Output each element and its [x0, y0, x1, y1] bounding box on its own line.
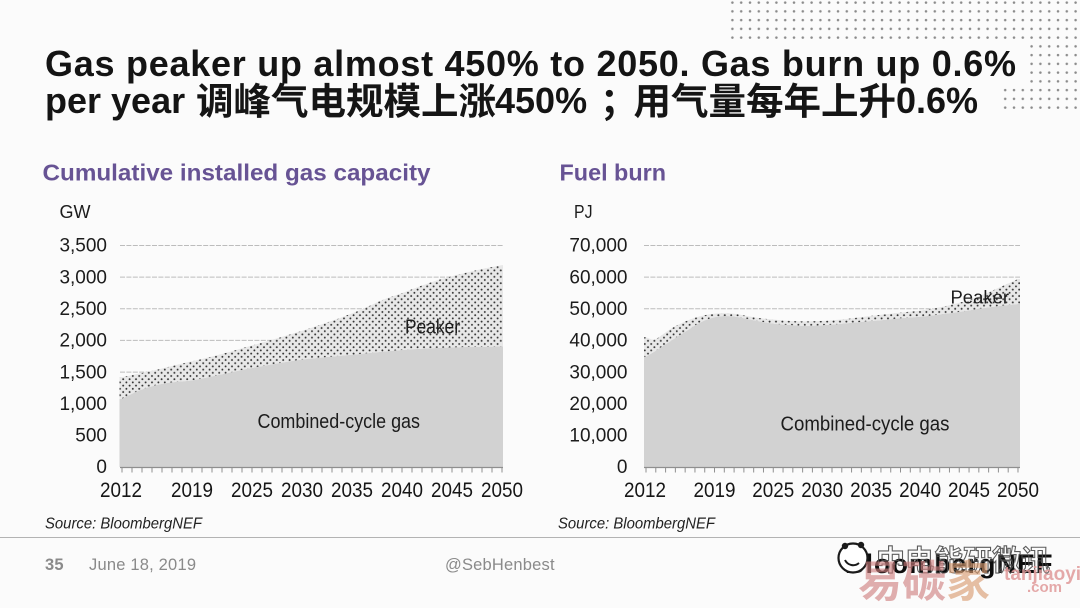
svg-text:per year: per year [45, 80, 185, 121]
svg-text:10,000: 10,000 [569, 426, 627, 447]
svg-text:2035: 2035 [331, 478, 373, 502]
svg-text:2045: 2045 [431, 478, 473, 502]
svg-text:PJ: PJ [574, 202, 593, 222]
svg-text:2050: 2050 [481, 478, 523, 502]
svg-text:35: 35 [45, 556, 64, 574]
svg-text:.com: .com [1027, 579, 1062, 596]
svg-text:2045: 2045 [948, 478, 990, 502]
svg-text:2019: 2019 [171, 478, 213, 502]
svg-text:20,000: 20,000 [569, 394, 627, 415]
svg-text:3,000: 3,000 [59, 267, 107, 288]
svg-text:2012: 2012 [624, 478, 666, 502]
svg-text:2035: 2035 [850, 478, 892, 502]
svg-text:Peaker: Peaker [951, 288, 1010, 308]
svg-text:@SebHenbest: @SebHenbest [445, 556, 555, 574]
svg-text:70,000: 70,000 [569, 236, 627, 257]
svg-text:1,000: 1,000 [59, 394, 107, 415]
svg-text:2019: 2019 [694, 478, 736, 502]
svg-text:3,500: 3,500 [59, 236, 107, 257]
svg-text:2025: 2025 [752, 478, 794, 502]
svg-text:2,000: 2,000 [59, 331, 107, 352]
svg-text:60,000: 60,000 [569, 267, 627, 288]
svg-text:2,500: 2,500 [59, 299, 107, 320]
svg-text:0: 0 [96, 457, 107, 478]
svg-text:2025: 2025 [231, 478, 273, 502]
svg-text:500: 500 [75, 426, 107, 447]
svg-text:1,500: 1,500 [59, 362, 107, 383]
svg-text:Combined-cycle gas: Combined-cycle gas [258, 410, 421, 433]
svg-text:Combined-cycle gas: Combined-cycle gas [781, 413, 950, 436]
svg-text:50,000: 50,000 [569, 299, 627, 320]
svg-text:Gas peaker up almost 450% to 2: Gas peaker up almost 450% to 2050. Gas b… [45, 43, 1016, 84]
svg-text:Cumulative installed gas capac: Cumulative installed gas capacity [43, 160, 431, 186]
svg-text:Source: BloombergNEF: Source: BloombergNEF [45, 516, 203, 533]
svg-text:Source: BloombergNEF: Source: BloombergNEF [558, 516, 716, 533]
svg-text:450%: 450% [495, 80, 587, 121]
svg-text:2012: 2012 [100, 478, 142, 502]
svg-text:2030: 2030 [801, 478, 843, 502]
svg-text:2050: 2050 [997, 478, 1039, 502]
svg-text:2030: 2030 [281, 478, 323, 502]
svg-text:Fuel burn: Fuel burn [560, 160, 667, 186]
svg-text:40,000: 40,000 [569, 331, 627, 352]
svg-text:30,000: 30,000 [569, 362, 627, 383]
svg-text:2040: 2040 [899, 478, 941, 502]
svg-text:tanjiaoyi: tanjiaoyi [1004, 564, 1080, 585]
svg-text:June 18, 2019: June 18, 2019 [89, 556, 196, 574]
svg-text:0: 0 [617, 457, 628, 478]
svg-text:0.6%: 0.6% [896, 80, 978, 121]
svg-text:GW: GW [60, 202, 91, 222]
svg-text:2040: 2040 [381, 478, 423, 502]
svg-text:Peaker: Peaker [405, 317, 460, 339]
